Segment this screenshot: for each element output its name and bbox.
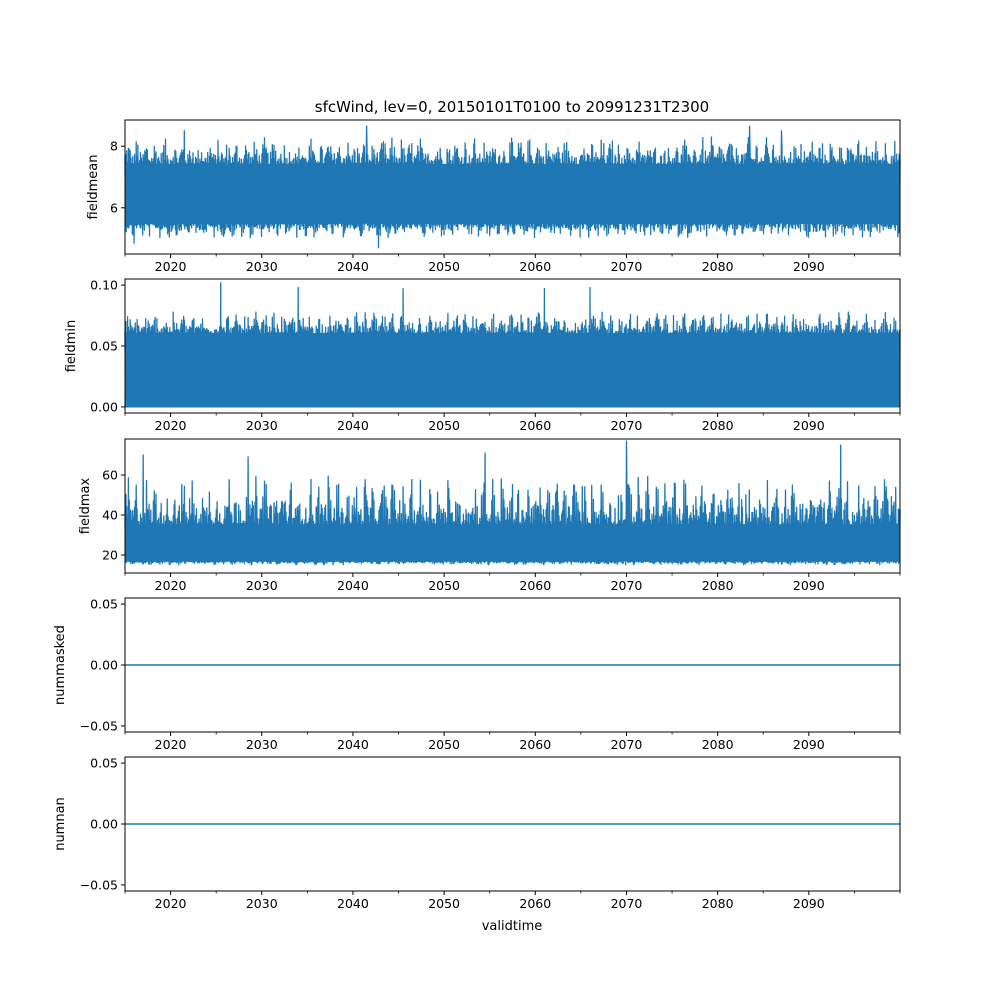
x-tick-label-nummasked: 2050 bbox=[428, 737, 460, 752]
x-axis-label: validtime bbox=[482, 919, 543, 934]
y-tick-label-numnan: 0.05 bbox=[90, 756, 118, 771]
x-tick-label-numnan: 2020 bbox=[155, 896, 187, 911]
ylabel-numnan: numnan bbox=[53, 797, 68, 851]
x-tick-label-fieldmax: 2020 bbox=[155, 578, 187, 593]
x-tick-label-fieldmean: 2050 bbox=[428, 259, 460, 274]
x-tick-label-fieldmean: 2040 bbox=[337, 259, 369, 274]
x-tick-label-numnan: 2080 bbox=[702, 896, 734, 911]
series-fieldmean bbox=[124, 125, 901, 249]
x-tick-label-numnan: 2090 bbox=[793, 896, 825, 911]
x-tick-label-numnan: 2040 bbox=[337, 896, 369, 911]
x-tick-label-nummasked: 2020 bbox=[155, 737, 187, 752]
x-tick-label-nummasked: 2040 bbox=[337, 737, 369, 752]
ylabel-nummasked: nummasked bbox=[53, 625, 68, 705]
y-tick-label-nummasked: 0.05 bbox=[90, 597, 118, 612]
x-tick-label-fieldmax: 2070 bbox=[611, 578, 643, 593]
x-tick-label-numnan: 2050 bbox=[428, 896, 460, 911]
series-band-fieldmax bbox=[125, 525, 900, 561]
panel-nummasked: nummasked 2020 2030 2040 2050 2060 2070 2080 20… bbox=[53, 597, 901, 752]
panel-fieldmax: fieldmax 2020 2030 2040 2050 2060 2070 2080 209… bbox=[78, 438, 901, 593]
x-tick-label-fieldmax: 2090 bbox=[793, 578, 825, 593]
x-tick-label-fieldmin: 2030 bbox=[246, 418, 278, 433]
x-tick-label-numnan: 2070 bbox=[611, 896, 643, 911]
x-tick-label-fieldmin: 2080 bbox=[702, 418, 734, 433]
ticks-nummasked: 2020 2030 2040 2050 2060 2070 2080 2090 −0.05 0.0… bbox=[80, 597, 901, 752]
x-tick-label-fieldmin: 2060 bbox=[519, 418, 551, 433]
ticks-numnan: 2020 2030 2040 2050 2060 2070 2080 2090 −0.05 0.0… bbox=[80, 756, 901, 911]
ticks-fieldmean: 2020 2030 2040 2050 2060 2070 2080 2090 6 8 bbox=[110, 139, 901, 274]
panel-fieldmean: fieldmean 2020 2030 2040 2050 2060 2070 2080 20… bbox=[86, 119, 901, 274]
x-tick-label-nummasked: 2080 bbox=[702, 737, 734, 752]
y-tick-label-fieldmax: 60 bbox=[102, 468, 118, 483]
x-tick-label-fieldmean: 2020 bbox=[155, 259, 187, 274]
y-tick-label-fieldmean: 8 bbox=[110, 139, 118, 154]
x-tick-label-fieldmean: 2080 bbox=[702, 259, 734, 274]
y-tick-label-fieldmin: 0.00 bbox=[90, 399, 118, 414]
x-tick-label-fieldmean: 2060 bbox=[519, 259, 551, 274]
x-tick-label-fieldmin: 2050 bbox=[428, 418, 460, 433]
ylabel-fieldmax: fieldmax bbox=[78, 478, 93, 535]
x-tick-label-fieldmax: 2060 bbox=[519, 578, 551, 593]
y-tick-label-fieldmax: 20 bbox=[102, 548, 118, 563]
axes-frame-fieldmean bbox=[124, 119, 901, 255]
ticks-fieldmin: 2020 2030 2040 2050 2060 2070 2080 2090 0.00 0.05… bbox=[90, 278, 901, 433]
x-tick-label-nummasked: 2030 bbox=[246, 737, 278, 752]
x-tick-label-numnan: 2060 bbox=[519, 896, 551, 911]
panel-fieldmin: fieldmin 2020 2030 2040 2050 2060 2070 2080 209… bbox=[64, 278, 901, 433]
x-tick-label-fieldmin: 2070 bbox=[611, 418, 643, 433]
y-tick-label-fieldmin: 0.10 bbox=[90, 278, 118, 293]
x-tick-label-fieldmin: 2090 bbox=[793, 418, 825, 433]
x-tick-label-fieldmean: 2070 bbox=[611, 259, 643, 274]
series-band-fieldmean bbox=[125, 164, 900, 224]
x-tick-label-numnan: 2030 bbox=[246, 896, 278, 911]
y-tick-label-numnan: −0.05 bbox=[80, 877, 118, 892]
ylabel-fieldmin: fieldmin bbox=[64, 320, 79, 373]
series-line-fieldmin bbox=[124, 282, 901, 408]
series-fieldmin bbox=[124, 282, 901, 408]
x-tick-label-fieldmax: 2080 bbox=[702, 578, 734, 593]
x-tick-label-fieldmax: 2050 bbox=[428, 578, 460, 593]
y-tick-label-numnan: 0.00 bbox=[90, 817, 118, 832]
series-line-fieldmax bbox=[124, 440, 901, 566]
y-tick-label-nummasked: −0.05 bbox=[80, 718, 118, 733]
axes-frame-fieldmax bbox=[124, 438, 901, 574]
series-fieldmax bbox=[124, 440, 901, 566]
chart-title: sfcWind, lev=0, 20150101T0100 to 2099123… bbox=[315, 98, 709, 116]
x-tick-label-nummasked: 2070 bbox=[611, 737, 643, 752]
series-band-fieldmin bbox=[125, 333, 900, 407]
x-tick-label-fieldmean: 2090 bbox=[793, 259, 825, 274]
x-tick-label-fieldmin: 2040 bbox=[337, 418, 369, 433]
x-tick-label-nummasked: 2060 bbox=[519, 737, 551, 752]
y-tick-label-nummasked: 0.00 bbox=[90, 658, 118, 673]
y-tick-label-fieldmax: 40 bbox=[102, 508, 118, 523]
ylabel-fieldmean: fieldmean bbox=[86, 155, 101, 220]
y-tick-label-fieldmin: 0.05 bbox=[90, 339, 118, 354]
x-tick-label-fieldmax: 2030 bbox=[246, 578, 278, 593]
x-tick-label-nummasked: 2090 bbox=[793, 737, 825, 752]
y-tick-label-fieldmean: 6 bbox=[110, 200, 118, 215]
x-tick-label-fieldmin: 2020 bbox=[155, 418, 187, 433]
series-line-fieldmean bbox=[124, 125, 901, 249]
x-tick-label-fieldmean: 2030 bbox=[246, 259, 278, 274]
x-tick-label-fieldmax: 2040 bbox=[337, 578, 369, 593]
panel-numnan: numnan 2020 2030 2040 2050 2060 2070 2080 2090 −… bbox=[53, 756, 901, 911]
